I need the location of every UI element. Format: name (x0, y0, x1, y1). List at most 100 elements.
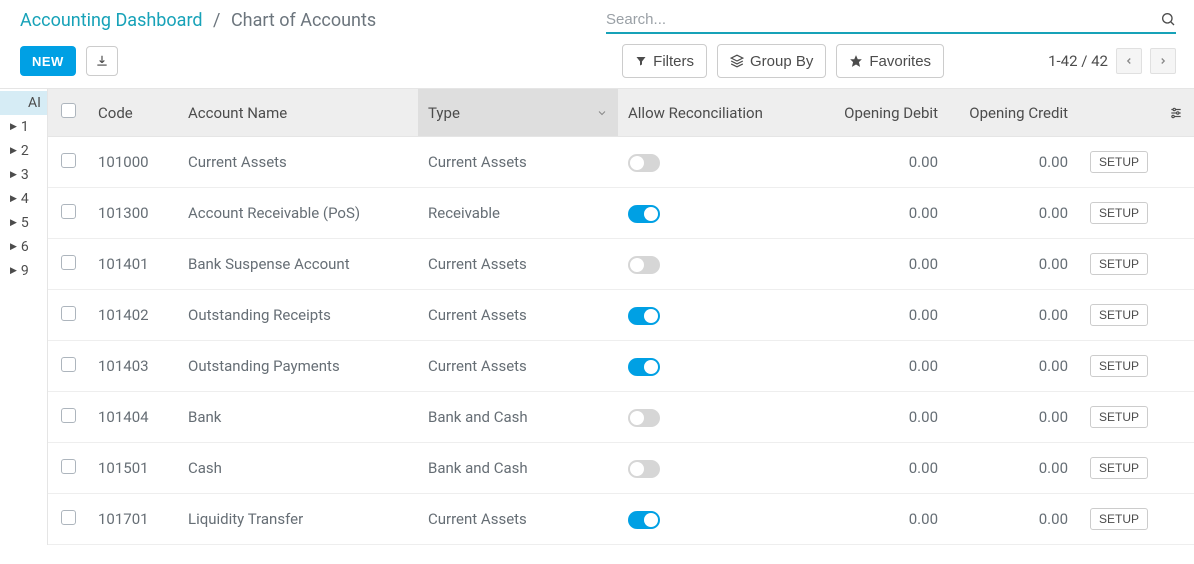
reconciliation-toggle[interactable] (628, 154, 660, 172)
breadcrumb-sep: / (213, 10, 220, 31)
cell-opening-credit: 0.00 (948, 290, 1078, 341)
sidebar-item[interactable]: ▶9 (0, 259, 47, 283)
star-icon (849, 54, 863, 68)
cell-type: Current Assets (418, 341, 618, 392)
favorites-label: Favorites (869, 53, 931, 70)
cell-type: Current Assets (418, 290, 618, 341)
breadcrumb: Accounting Dashboard / Chart of Accounts (20, 6, 376, 31)
sidebar-item[interactable]: ▶3 (0, 163, 47, 187)
cell-code: 101402 (88, 290, 178, 341)
header-settings[interactable] (1158, 89, 1194, 137)
cell-code: 101701 (88, 494, 178, 545)
search-box[interactable] (606, 6, 1176, 34)
download-icon (95, 54, 109, 68)
pager-next-button[interactable] (1150, 48, 1176, 74)
cell-account-name: Cash (178, 443, 418, 494)
table-row[interactable]: 101403Outstanding PaymentsCurrent Assets… (48, 341, 1194, 392)
table-row[interactable]: 101701Liquidity TransferCurrent Assets 0.… (48, 494, 1194, 545)
setup-button[interactable]: SETUP (1090, 253, 1148, 275)
cell-opening-debit: 0.00 (818, 494, 948, 545)
sidebar-item[interactable]: ▶6 (0, 235, 47, 259)
breadcrumb-current: Chart of Accounts (231, 10, 376, 31)
sidebar: AI ▶1▶2▶3▶4▶5▶6▶9 (0, 89, 48, 545)
cell-account-name: Liquidity Transfer (178, 494, 418, 545)
reconciliation-toggle[interactable] (628, 307, 660, 325)
cell-account-name: Bank Suspense Account (178, 239, 418, 290)
cell-type: Current Assets (418, 494, 618, 545)
header-reconciliation[interactable]: Allow Reconciliation (618, 89, 818, 137)
cell-code: 101403 (88, 341, 178, 392)
group-by-button[interactable]: Group By (717, 44, 826, 78)
layers-icon (730, 54, 744, 68)
sidebar-top[interactable]: AI (0, 91, 47, 115)
cell-blank (1158, 290, 1194, 341)
row-checkbox[interactable] (61, 357, 76, 372)
row-checkbox[interactable] (61, 204, 76, 219)
cell-blank (1158, 341, 1194, 392)
table-row[interactable]: 101404BankBank and Cash0.000.00SETUP (48, 392, 1194, 443)
caret-right-icon: ▶ (10, 218, 17, 228)
caret-right-icon: ▶ (10, 122, 17, 132)
setup-button[interactable]: SETUP (1090, 304, 1148, 326)
chevron-down-icon (596, 107, 608, 119)
header-opening-debit[interactable]: Opening Debit (818, 89, 948, 137)
table-row[interactable]: 101000Current AssetsCurrent Assets0.000.… (48, 137, 1194, 188)
sidebar-item[interactable]: ▶2 (0, 139, 47, 163)
caret-right-icon: ▶ (10, 146, 17, 156)
header-code[interactable]: Code (88, 89, 178, 137)
sidebar-item-label: 5 (21, 215, 29, 231)
table-row[interactable]: 101402Outstanding ReceiptsCurrent Assets… (48, 290, 1194, 341)
row-checkbox[interactable] (61, 510, 76, 525)
cell-blank (1158, 392, 1194, 443)
row-checkbox[interactable] (61, 306, 76, 321)
sidebar-item[interactable]: ▶5 (0, 211, 47, 235)
pager-range: 1-42 / 42 (1048, 52, 1108, 70)
row-checkbox[interactable] (61, 255, 76, 270)
new-button[interactable]: NEW (20, 46, 76, 76)
cell-opening-debit: 0.00 (818, 137, 948, 188)
cell-account-name: Bank (178, 392, 418, 443)
search-input[interactable] (606, 9, 1160, 30)
setup-button[interactable]: SETUP (1090, 406, 1148, 428)
header-type[interactable]: Type (418, 89, 618, 137)
row-checkbox[interactable] (61, 408, 76, 423)
sidebar-item[interactable]: ▶4 (0, 187, 47, 211)
table-row[interactable]: 101501CashBank and Cash0.000.00SETUP (48, 443, 1194, 494)
sidebar-item-label: 3 (21, 167, 29, 183)
caret-right-icon: ▶ (10, 194, 17, 204)
reconciliation-toggle[interactable] (628, 358, 660, 376)
cell-type: Current Assets (418, 137, 618, 188)
setup-button[interactable]: SETUP (1090, 151, 1148, 173)
setup-button[interactable]: SETUP (1090, 457, 1148, 479)
reconciliation-toggle[interactable] (628, 409, 660, 427)
reconciliation-toggle[interactable] (628, 205, 660, 223)
cell-opening-debit: 0.00 (818, 392, 948, 443)
row-checkbox[interactable] (61, 459, 76, 474)
setup-button[interactable]: SETUP (1090, 355, 1148, 377)
sidebar-item[interactable]: ▶1 (0, 115, 47, 139)
setup-button[interactable]: SETUP (1090, 508, 1148, 530)
table-row[interactable]: 101401Bank Suspense AccountCurrent Asset… (48, 239, 1194, 290)
cell-opening-credit: 0.00 (948, 137, 1078, 188)
cell-code: 101300 (88, 188, 178, 239)
table-row[interactable]: 101300Account Receivable (PoS)Receivable… (48, 188, 1194, 239)
row-checkbox[interactable] (61, 153, 76, 168)
search-icon[interactable] (1160, 11, 1176, 27)
sidebar-item-label: 4 (21, 191, 29, 207)
cell-code: 101501 (88, 443, 178, 494)
setup-button[interactable]: SETUP (1090, 202, 1148, 224)
filters-button[interactable]: Filters (622, 44, 707, 78)
header-opening-credit[interactable]: Opening Credit (948, 89, 1078, 137)
reconciliation-toggle[interactable] (628, 460, 660, 478)
reconciliation-toggle[interactable] (628, 256, 660, 274)
cell-opening-credit: 0.00 (948, 239, 1078, 290)
cell-blank (1158, 239, 1194, 290)
favorites-button[interactable]: Favorites (836, 44, 944, 78)
pager-prev-button[interactable] (1116, 48, 1142, 74)
cell-blank (1158, 188, 1194, 239)
breadcrumb-link[interactable]: Accounting Dashboard (20, 10, 203, 31)
select-all-checkbox[interactable] (61, 103, 76, 118)
reconciliation-toggle[interactable] (628, 511, 660, 529)
header-name[interactable]: Account Name (178, 89, 418, 137)
download-button[interactable] (86, 46, 118, 76)
